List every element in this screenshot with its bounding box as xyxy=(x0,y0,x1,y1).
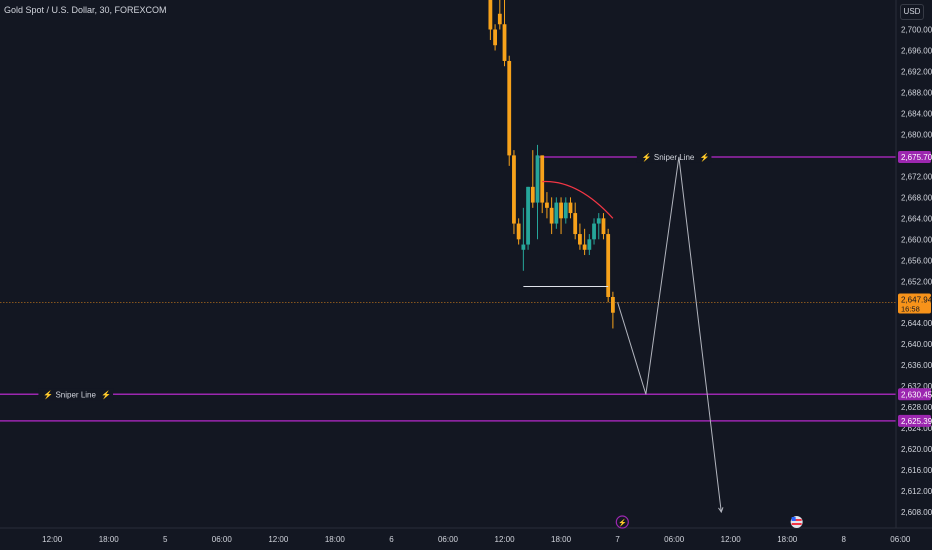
level-price-label: 2,625.39 xyxy=(901,417,932,426)
level-price-badge xyxy=(898,150,931,163)
time-axis[interactable]: 12:00 18:00 5 06:00 12:00 18:00 6 06:00 12:00 18:… xyxy=(0,527,932,544)
trendline xyxy=(542,181,614,219)
price-tick: 2,624.00 xyxy=(901,424,932,433)
price-tick: 2,608.00 xyxy=(901,508,932,517)
price-axis[interactable]: 2,700.00 2,696.00 2,692.00 2,688.00 2,684.00… xyxy=(895,0,932,528)
time-tick: 06:00 xyxy=(890,535,911,544)
time-tick: 18:00 xyxy=(777,535,798,544)
time-tick: 18:00 xyxy=(325,535,346,544)
candle-body xyxy=(516,223,521,240)
candle-body xyxy=(568,202,573,214)
candle-body xyxy=(493,29,497,46)
time-tick: 06:00 xyxy=(212,535,233,544)
price-tick: 2,644.00 xyxy=(901,319,932,328)
candle-body xyxy=(601,218,606,235)
time-tick: 18:00 xyxy=(99,535,120,544)
candle-body xyxy=(596,218,601,224)
candle-body xyxy=(488,0,493,30)
candle-body xyxy=(559,202,563,219)
lightning-event-icon xyxy=(615,515,629,529)
bolt-icon: ⚡ xyxy=(699,152,709,162)
bolt-icon: ⚡ xyxy=(642,152,652,162)
candle-body xyxy=(530,186,535,203)
level-label-bg xyxy=(38,388,114,401)
price-tick: 2,628.00 xyxy=(901,403,932,412)
price-tick: 2,660.00 xyxy=(901,235,932,244)
level-price-label: 2,630.45 xyxy=(901,390,932,399)
us-flag-stripe xyxy=(791,519,802,521)
price-tick: 2,692.00 xyxy=(901,67,932,76)
candle-body xyxy=(592,223,596,240)
candle-body xyxy=(554,202,559,224)
price-tick: 2,664.00 xyxy=(901,214,932,223)
price-tick: 2,636.00 xyxy=(901,361,932,370)
time-tick: 12:00 xyxy=(268,535,289,544)
price-tick: 2,672.00 xyxy=(901,172,932,181)
level-label: Sniper Line xyxy=(654,153,695,162)
candle-body xyxy=(582,244,587,250)
price-tick: 2,620.00 xyxy=(901,445,932,454)
time-tick: 12:00 xyxy=(721,535,742,544)
level-price-badge xyxy=(898,414,931,427)
candle-body xyxy=(540,155,545,203)
candle-body xyxy=(526,186,530,245)
candles xyxy=(488,0,615,329)
price-tick: 2,688.00 xyxy=(901,88,932,97)
candle-body xyxy=(507,60,512,156)
price-tick: 2,640.00 xyxy=(901,340,932,349)
level-price-badge xyxy=(898,388,931,401)
chart-title: Gold Spot / U.S. Dollar, 30, FOREXCOM xyxy=(4,5,167,15)
time-tick: 06:00 xyxy=(438,535,459,544)
event-icons: ⚡ xyxy=(615,515,803,529)
current-price-badge xyxy=(898,293,931,314)
time-tick: 8 xyxy=(842,535,847,544)
candle-body xyxy=(610,296,615,313)
projection-arrowhead xyxy=(718,507,724,514)
candle-body xyxy=(549,207,554,224)
time-tick: 5 xyxy=(163,535,168,544)
level-label: Sniper Line xyxy=(55,390,96,399)
candle-body xyxy=(502,24,507,61)
us-flag-stripe xyxy=(791,523,802,525)
price-tick: 2,632.00 xyxy=(901,382,932,391)
time-tick: 6 xyxy=(389,535,394,544)
candle-body xyxy=(578,234,582,245)
level-label-bg xyxy=(636,150,712,163)
us-flag-canton xyxy=(791,517,796,521)
countdown-label: 16:58 xyxy=(901,305,920,314)
current-price-label: 2,647.94 xyxy=(901,296,932,305)
candle-body xyxy=(535,155,540,203)
lightning-event-glyph: ⚡ xyxy=(618,518,627,527)
price-tick: 2,700.00 xyxy=(901,26,932,35)
candle-body xyxy=(512,155,516,224)
currency-button[interactable]: USD xyxy=(900,4,924,20)
price-tick: 2,656.00 xyxy=(901,256,932,265)
price-tick: 2,612.00 xyxy=(901,487,932,496)
level-price-label: 2,675.70 xyxy=(901,153,932,162)
price-tick: 2,668.00 xyxy=(901,193,932,202)
price-tick: 2,652.00 xyxy=(901,277,932,286)
price-tick: 2,680.00 xyxy=(901,130,932,139)
drawings xyxy=(523,156,724,514)
candle-body xyxy=(497,13,502,25)
time-tick: 18:00 xyxy=(551,535,572,544)
time-tick: 12:00 xyxy=(42,535,63,544)
candle-body xyxy=(521,244,526,250)
time-tick: 12:00 xyxy=(495,535,516,544)
bolt-icon: ⚡ xyxy=(43,389,53,399)
bolt-icon: ⚡ xyxy=(101,389,111,399)
candle-body xyxy=(573,213,578,235)
time-tick: 06:00 xyxy=(664,535,685,544)
candle-body xyxy=(563,202,568,219)
price-tick: 2,696.00 xyxy=(901,46,932,55)
candle-body xyxy=(545,202,549,208)
time-tick: 7 xyxy=(615,535,620,544)
candle-body xyxy=(587,239,592,250)
price-tick: 2,684.00 xyxy=(901,109,932,118)
candle-body xyxy=(606,234,611,297)
price-tick: 2,616.00 xyxy=(901,466,932,475)
horizontal-levels: ⚡ Sniper Line ⚡⚡ Sniper Line ⚡ xyxy=(0,150,896,422)
projection-path xyxy=(617,156,722,513)
